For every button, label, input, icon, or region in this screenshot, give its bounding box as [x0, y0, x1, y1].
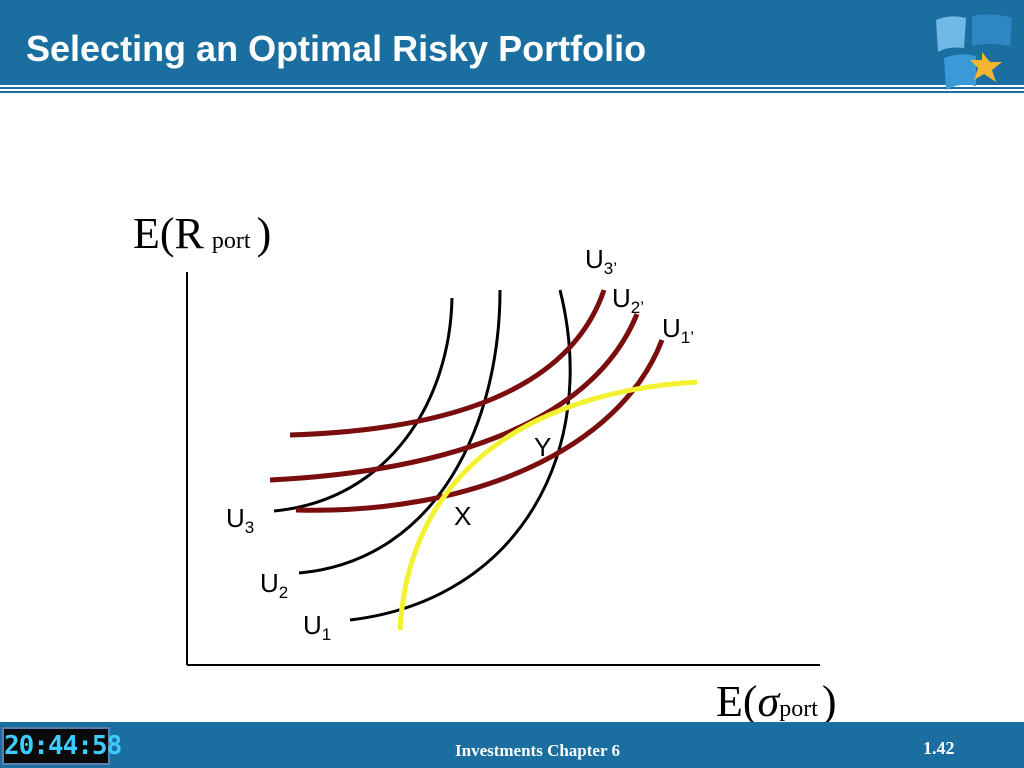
efficient-frontier-curve	[397, 379, 698, 631]
label-u3-prime: U3’	[585, 244, 617, 278]
point-label-y: Y	[534, 432, 551, 462]
footer-text: Investments Chapter 6	[455, 741, 620, 760]
clock-display: 20:44:58	[2, 727, 122, 765]
label-u1: U1	[303, 610, 331, 644]
y-axis-label: E(R port)	[133, 209, 271, 258]
indifference-curve-u3-prime	[289, 289, 607, 438]
header-bar	[0, 0, 1024, 85]
slide-title: Selecting an Optimal Risky Portfolio	[26, 28, 647, 69]
indifference-curve-u1-prime	[295, 339, 665, 513]
header-divider-2	[0, 91, 1024, 93]
label-u3: U3	[226, 503, 254, 537]
slide-number: 1.42	[923, 738, 955, 758]
indifference-curve-u2-prime	[269, 313, 640, 483]
logo-icon	[936, 14, 1012, 90]
x-axis-label: E(σport)	[716, 677, 837, 726]
indifference-curve-u1	[349, 289, 572, 622]
label-u2: U2	[260, 568, 288, 602]
header-divider	[0, 87, 1024, 89]
label-u1-prime: U1’	[662, 313, 694, 347]
label-u2-prime: U2’	[612, 283, 644, 317]
point-label-x: X	[454, 501, 471, 531]
indifference-curve-u3	[273, 297, 454, 513]
indifference-curve-u2	[298, 289, 502, 575]
footer-bar	[0, 722, 1024, 768]
